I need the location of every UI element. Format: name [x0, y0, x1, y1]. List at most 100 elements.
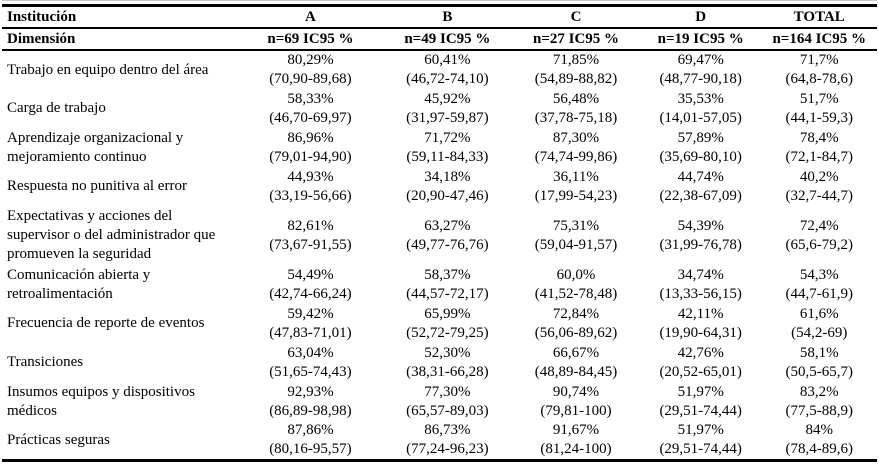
percentage-value: 80,29%: [287, 52, 334, 68]
percentage-value: 72,84%: [552, 305, 600, 322]
header-col-a: A: [238, 5, 383, 29]
confidence-interval: (33,19-56,66): [269, 187, 352, 204]
header-institucion-label: Institución: [2, 5, 239, 29]
value-cell: 71,85% (54,89-88,82): [512, 50, 640, 89]
confidence-interval: (17,99-54,23): [534, 187, 618, 204]
percentage-value: 54,39%: [677, 217, 724, 234]
percentage-value: 60,0%: [556, 266, 596, 283]
header-row-dimension: Dimensión n=69 IC95 % n=49 IC95 % n=27 I…: [2, 28, 877, 51]
confidence-interval: (49,77-76,76): [406, 236, 489, 253]
value-cell: 35,53% (14,01-57,05): [640, 89, 762, 128]
confidence-interval: (20,90-47,46): [406, 187, 489, 204]
percentage-value: 87,86%: [287, 422, 334, 438]
confidence-interval: (29,51-74,44): [659, 402, 742, 419]
table-row: Insumos equipos y dispositivos médicos 9…: [2, 382, 877, 421]
percentage-value: 86,73%: [424, 422, 471, 438]
confidence-interval: (80,16-95,57): [269, 441, 352, 457]
value-cell: 69,47% (48,77-90,18): [640, 50, 762, 89]
value-cell: 65,99% (52,72-79,25): [383, 304, 513, 343]
table-row: Transiciones 63,04% (51,65-74,43) 52,30% (…: [2, 343, 877, 382]
table-row: Trabajo en equipo dentro del área 80,29%…: [2, 50, 877, 89]
table-header: Institución A B C D TOTAL Dimensión n=69…: [2, 5, 877, 51]
table-row: Prácticas seguras 87,86% (80,16-95,57) 86…: [2, 421, 877, 461]
confidence-interval: (42,74-66,24): [269, 285, 352, 302]
confidence-interval: (74,74-99,86): [534, 148, 618, 165]
confidence-interval: (38,31-66,28): [406, 363, 489, 380]
table-body: Trabajo en equipo dentro del área 80,29%…: [2, 50, 877, 461]
value-cell: 63,27% (49,77-76,76): [383, 206, 513, 265]
confidence-interval: (54,2-69): [791, 324, 848, 341]
confidence-interval: (29,51-74,44): [659, 441, 742, 457]
percentage-value: 44,74%: [677, 168, 724, 185]
value-cell: 42,76% (20,52-65,01): [640, 343, 762, 382]
percentage-value: 58,1%: [799, 344, 839, 361]
value-cell: 75,31% (59,04-91,57): [512, 206, 640, 265]
confidence-interval: (19,90-64,31): [659, 324, 742, 341]
value-cell: 91,67% (81,24-100): [512, 421, 640, 461]
percentage-value: 71,85%: [552, 52, 600, 68]
value-cell: 90,74% (79,81-100): [512, 382, 640, 421]
confidence-interval: (73,67-91,55): [269, 236, 352, 253]
percentage-value: 36,11%: [553, 168, 599, 185]
confidence-interval: (54,89-88,82): [534, 71, 618, 87]
percentage-value: 92,93%: [287, 383, 334, 400]
table-row: Expectativas y acciones del supervisor o…: [2, 206, 877, 265]
header-n-b: n=49 IC95 %: [382, 28, 513, 51]
value-cell: 63,04% (51,65-74,43): [238, 343, 382, 382]
value-cell: 84% (78,4-89,6): [762, 421, 878, 461]
value-cell: 36,11% (17,99-54,23): [512, 167, 640, 206]
value-cell: 59,42% (47,83-71,01): [238, 304, 382, 343]
value-cell: 51,7% (44,1-59,3): [762, 89, 878, 128]
value-cell: 71,7% (64,8-78,6): [762, 50, 878, 89]
value-cell: 44,93% (33,19-56,66): [238, 167, 382, 206]
percentage-value: 71,7%: [799, 52, 839, 68]
value-cell: 52,30% (38,31-66,28): [383, 343, 513, 382]
confidence-interval: (70,90-89,68): [269, 71, 352, 87]
confidence-interval: (46,70-69,97): [269, 109, 352, 126]
value-cell: 60,41% (46,72-74,10): [383, 50, 513, 89]
percentage-value: 65,99%: [424, 305, 471, 322]
confidence-interval: (47,83-71,01): [269, 324, 352, 341]
header-col-d: D: [639, 5, 762, 29]
confidence-interval: (86,89-98,98): [269, 402, 352, 419]
percentage-value: 35,53%: [677, 90, 724, 107]
confidence-interval: (72,1-84,7): [785, 148, 854, 165]
table-row: Aprendizaje organizacional y mejoramient…: [2, 128, 877, 167]
confidence-interval: (65,6-79,2): [785, 236, 854, 253]
confidence-interval: (64,8-78,6): [785, 71, 854, 87]
value-cell: 44,74% (22,38-67,09): [640, 167, 762, 206]
confidence-interval: (77,5-88,9): [785, 402, 854, 419]
percentage-value: 51,7%: [799, 90, 839, 107]
percentage-value: 87,30%: [552, 129, 600, 146]
confidence-interval: (31,99-76,78): [659, 236, 742, 253]
value-cell: 45,92% (31,97-59,87): [383, 89, 513, 128]
percentage-value: 63,04%: [287, 344, 334, 361]
percentage-value: 44,93%: [287, 168, 334, 185]
dimension-label: Transiciones: [7, 354, 84, 370]
confidence-interval: (59,11-84,33): [406, 148, 489, 165]
value-cell: 61,6% (54,2-69): [762, 304, 878, 343]
value-cell: 78,4% (72,1-84,7): [762, 128, 878, 167]
percentage-value: 83,2%: [799, 383, 839, 400]
percentage-value: 60,41%: [424, 52, 471, 68]
value-cell: 42,11% (19,90-64,31): [640, 304, 762, 343]
value-cell: 66,67% (48,89-84,45): [512, 343, 640, 382]
percentage-value: 45,92%: [424, 90, 471, 107]
header-n-c: n=27 IC95 %: [512, 28, 640, 51]
value-cell: 34,18% (20,90-47,46): [383, 167, 513, 206]
percentage-value: 91,67%: [552, 422, 600, 438]
confidence-interval: (44,57-72,17): [406, 285, 489, 302]
confidence-interval: (52,72-79,25): [406, 324, 489, 341]
confidence-interval: (31,97-59,87): [406, 109, 489, 126]
percentage-value: 71,72%: [424, 129, 471, 146]
value-cell: 72,4% (65,6-79,2): [762, 206, 878, 265]
value-cell: 58,33% (46,70-69,97): [238, 89, 382, 128]
value-cell: 60,0% (41,52-78,48): [512, 265, 640, 304]
confidence-interval: (13,33-56,15): [659, 285, 742, 302]
percentage-value: 42,76%: [677, 344, 724, 361]
dimension-label: Frecuencia de reporte de eventos: [7, 315, 205, 331]
percentage-value: 56,48%: [552, 90, 600, 107]
percentage-value: 51,97%: [677, 422, 724, 438]
dimension-label: Prácticas seguras: [7, 431, 110, 448]
confidence-interval: (44,1-59,3): [785, 109, 854, 126]
